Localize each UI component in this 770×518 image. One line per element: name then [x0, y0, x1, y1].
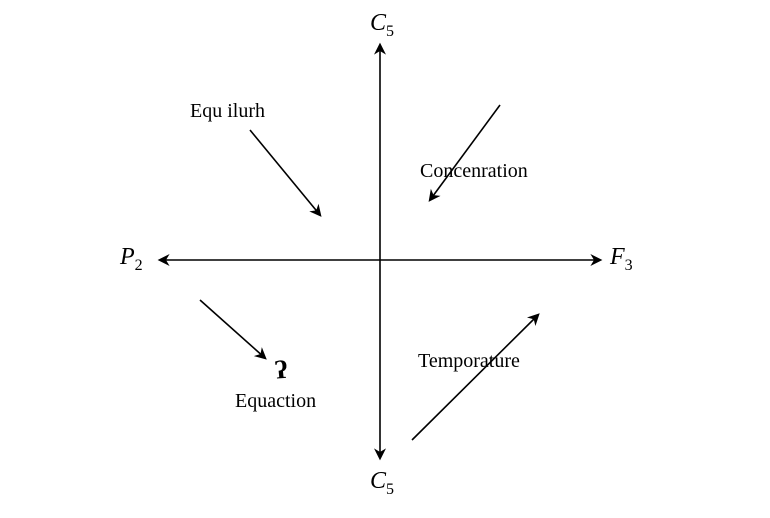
axis-label-right: F3 — [610, 244, 633, 275]
axis-label-left: P2 — [120, 244, 143, 275]
axis-label-top: C5 — [370, 10, 394, 41]
annotation-label-0: Equ ilurh — [190, 100, 265, 123]
diagram-svg — [0, 0, 770, 518]
annotation-label-3: Temporature — [418, 350, 520, 373]
annotation-arrow-3 — [412, 315, 538, 440]
annotation-label-2: Equaction — [235, 390, 316, 413]
annotation-arrow-2 — [200, 300, 265, 358]
annotation-arrow-0 — [250, 130, 320, 215]
annotation-label-1: Concenration — [420, 160, 528, 183]
axis-label-bottom: C5 — [370, 468, 394, 499]
axis-diagram: C5 C5 P2 F3 ʔ Equ ilurh Concenration Equac… — [0, 0, 770, 518]
question-mark-symbol: ʔ — [274, 356, 289, 386]
annotation-arrow-1 — [430, 105, 500, 200]
